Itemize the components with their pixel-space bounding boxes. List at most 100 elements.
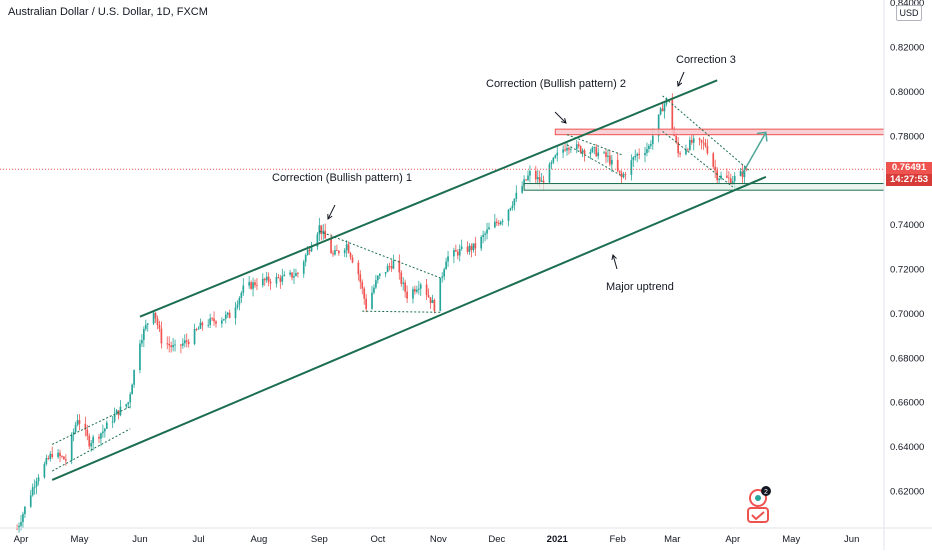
pointer-correction-3-head: [677, 80, 683, 87]
price-tick-label: 0.70000: [890, 309, 924, 320]
candle-down: [363, 286, 366, 305]
candle-up: [445, 257, 447, 270]
candle-down: [47, 455, 50, 461]
price-axis[interactable]: 0.840000.820000.800000.780000.760000.740…: [883, 0, 924, 550]
candle-up: [43, 461, 46, 479]
date-tick-label: 2021: [547, 534, 569, 545]
candle-down: [534, 165, 537, 184]
candle-up: [100, 432, 102, 447]
projection-arrow[interactable]: [741, 132, 767, 174]
candle-up: [302, 259, 305, 278]
candle-up: [72, 428, 75, 442]
candle-down: [65, 454, 67, 466]
candle-down: [706, 139, 709, 156]
candle-up: [119, 400, 122, 417]
candle-down: [579, 145, 582, 154]
candle-up: [650, 140, 652, 149]
candle-down: [357, 260, 360, 281]
pattern-flag-top[interactable]: [566, 134, 622, 156]
candle-down: [16, 524, 18, 530]
candle-down: [263, 277, 266, 286]
annotations-layer[interactable]: Correction (Bullish pattern) 1 Correctio…: [272, 54, 736, 293]
candle-up: [45, 454, 48, 466]
time-axis[interactable]: Apr May Jun Jul Aug Sep Oct Nov Dec 2021 Feb Mar Apr…: [0, 527, 932, 545]
candle-up: [689, 136, 691, 152]
upper-channel-line[interactable]: [139, 79, 718, 318]
candle-up: [37, 474, 40, 486]
candle-up: [386, 263, 389, 273]
candle-up: [183, 334, 186, 348]
candle-down: [61, 455, 63, 459]
candle-up: [57, 449, 59, 459]
candle-up: [648, 143, 650, 153]
candle-up: [472, 243, 475, 253]
pattern-channel-top[interactable]: [51, 406, 131, 445]
pointer-correction-2-head: [561, 118, 567, 124]
candle-down: [605, 149, 607, 164]
support-zone[interactable]: [523, 183, 885, 191]
candle-down: [525, 178, 527, 182]
annotation-correction-2[interactable]: Correction (Bullish pattern) 2: [486, 78, 626, 90]
candle-down: [700, 139, 703, 150]
candle-down: [279, 274, 282, 289]
candle-up: [174, 339, 176, 352]
candle-up: [295, 268, 297, 277]
candle-down: [564, 143, 566, 152]
candle-up: [562, 145, 564, 158]
candle-down: [320, 225, 323, 241]
candle-down: [51, 446, 54, 459]
candle-up: [240, 291, 243, 303]
pattern-wedge-top[interactable]: [662, 95, 751, 172]
candle-up: [222, 318, 225, 321]
resistance-zone[interactable]: [554, 128, 885, 136]
major-uptrend-line[interactable]: [51, 175, 767, 481]
pattern-flag-bottom[interactable]: [566, 144, 622, 177]
candle-down: [390, 260, 393, 272]
candle-up: [133, 369, 135, 388]
candle-down: [638, 148, 640, 160]
currency-label[interactable]: USD: [896, 5, 922, 21]
candle-down: [277, 274, 280, 279]
candle-up: [182, 338, 184, 349]
candle-down: [201, 321, 204, 331]
candle-up: [632, 156, 635, 167]
candle-down: [63, 455, 65, 460]
candle-down: [406, 285, 408, 304]
candle-up: [739, 167, 742, 177]
annotation-major-uptrend[interactable]: Major uptrend: [606, 281, 674, 293]
symbol-title[interactable]: Australian Dollar / U.S. Dollar, 1D, FXC…: [6, 6, 210, 18]
candle-down: [250, 280, 252, 290]
tradingview-logo-icon[interactable]: 2: [744, 486, 776, 528]
pattern-triangle-bottom[interactable]: [362, 310, 441, 313]
candle-down: [679, 151, 681, 158]
candle-up: [92, 434, 94, 451]
candle-down: [168, 336, 171, 353]
candle-down: [324, 223, 327, 239]
candle-down: [388, 262, 391, 271]
candle-down: [330, 233, 332, 254]
pattern-wedge-bottom[interactable]: [662, 130, 734, 188]
pointer-major-uptrend-head: [611, 253, 617, 260]
candle-up: [529, 165, 531, 183]
date-tick-label: Aug: [250, 534, 267, 545]
candle-up: [646, 142, 648, 157]
candle-down: [351, 254, 354, 264]
pattern-triangle-top[interactable]: [319, 230, 441, 279]
price-tick-label: 0.64000: [890, 442, 924, 453]
candle-down: [728, 171, 730, 184]
annotation-correction-3[interactable]: Correction 3: [676, 54, 736, 66]
candle-down: [361, 279, 364, 295]
drawings-layer[interactable]: [0, 71, 885, 481]
candle-up: [589, 148, 592, 160]
candle-up: [575, 139, 578, 154]
annotation-correction-1[interactable]: Correction (Bullish pattern) 1: [272, 172, 412, 184]
candle-up: [343, 248, 346, 258]
pattern-channel-bottom[interactable]: [51, 428, 131, 472]
candle-up: [521, 181, 523, 194]
candle-up: [443, 267, 445, 281]
candle-down: [78, 414, 81, 431]
candle-up: [460, 239, 463, 251]
candle-down: [338, 249, 340, 256]
